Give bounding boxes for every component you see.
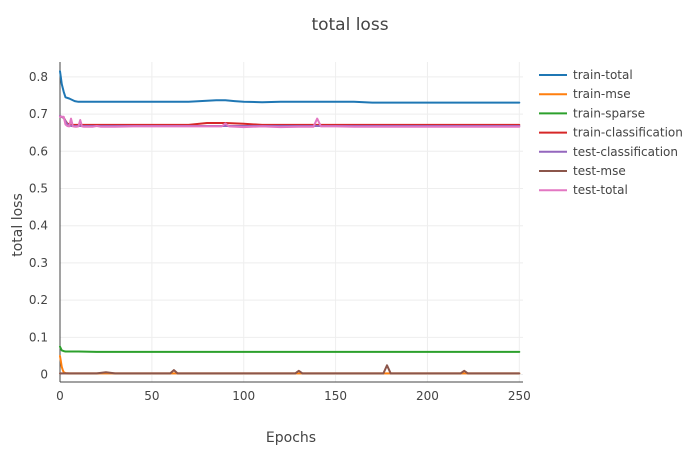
x-tick-label: 150 bbox=[324, 389, 347, 403]
legend-item-train-sparse[interactable]: train-sparse bbox=[539, 106, 645, 120]
legend-item-test-total[interactable]: test-total bbox=[539, 183, 628, 197]
y-tick-label: 0.3 bbox=[29, 256, 48, 270]
series-line-test-total bbox=[59, 115, 521, 129]
x-tick-label: 200 bbox=[416, 389, 439, 403]
legend-label: train-total bbox=[573, 68, 633, 82]
x-tick-label: 0 bbox=[56, 389, 64, 403]
x-tick-label: 250 bbox=[508, 389, 531, 403]
y-tick-label: 0.7 bbox=[29, 107, 48, 121]
series-layer bbox=[59, 70, 521, 375]
chart-title: total loss bbox=[311, 15, 388, 35]
legend-label: train-sparse bbox=[573, 106, 645, 120]
y-tick-label: 0.6 bbox=[29, 144, 48, 158]
x-tick-label: 100 bbox=[232, 389, 255, 403]
y-axis-title: total loss bbox=[10, 193, 26, 257]
legend-item-test-classification[interactable]: test-classification bbox=[539, 145, 678, 159]
legend-label: test-mse bbox=[573, 164, 626, 178]
y-tick-label: 0.8 bbox=[29, 70, 48, 84]
legend-label: test-total bbox=[573, 183, 628, 197]
y-tick-label: 0.2 bbox=[29, 293, 48, 307]
legend-item-train-mse[interactable]: train-mse bbox=[539, 87, 631, 101]
series-line-test-mse bbox=[59, 364, 521, 375]
legend-label: train-classification bbox=[573, 126, 683, 140]
axis-layer: 0 50 100 150 200 250 0 0.1 0.2 0.3 0.4 0.5 0.6 0.7 0.8 bbox=[29, 62, 531, 403]
y-tick-label: 0.5 bbox=[29, 182, 48, 196]
legend-item-test-mse[interactable]: test-mse bbox=[539, 164, 626, 178]
x-tick-label: 50 bbox=[144, 389, 159, 403]
legend-item-train-classification[interactable]: train-classification bbox=[539, 126, 683, 140]
y-tick-label: 0.4 bbox=[29, 219, 48, 233]
series-line-train-total bbox=[59, 70, 521, 104]
legend-label: train-mse bbox=[573, 87, 631, 101]
series-line-train-sparse bbox=[59, 345, 521, 353]
legend-item-train-total[interactable]: train-total bbox=[539, 68, 633, 82]
legend[interactable]: train-total train-mse train-sparse train-cl… bbox=[539, 68, 683, 197]
legend-label: test-classification bbox=[573, 145, 678, 159]
y-tick-label: 0 bbox=[40, 368, 48, 382]
y-tick-label: 0.1 bbox=[29, 330, 48, 344]
grid-layer bbox=[59, 62, 523, 382]
x-axis-title: Epochs bbox=[266, 430, 316, 446]
